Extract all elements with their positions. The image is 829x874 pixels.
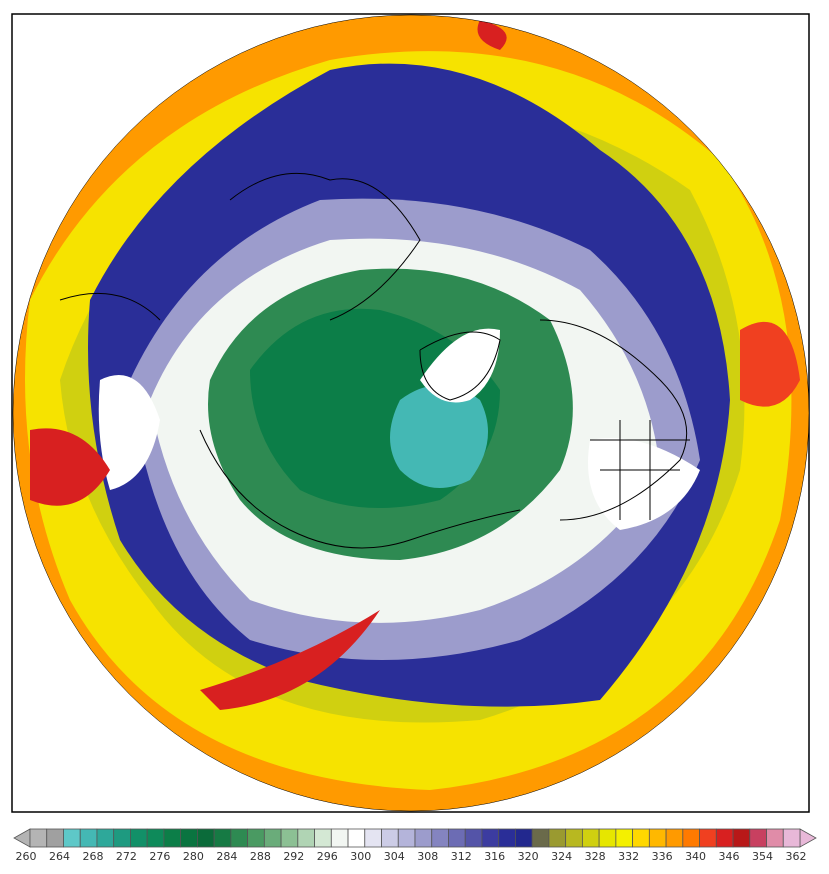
color-swatch — [46, 828, 64, 848]
colorbar-tick-label: 280 — [183, 850, 204, 863]
colorbar-tick-label: 336 — [652, 850, 673, 863]
colorbar-tick-label: 268 — [82, 850, 103, 863]
colorbar-tick-label: 328 — [585, 850, 606, 863]
color-swatch — [665, 828, 684, 848]
colorbar-tick-label: 324 — [551, 850, 572, 863]
color-swatch — [163, 828, 182, 848]
colorbar: 260 264 268 272 276 280 284 288 292 296 300 304 308 3… — [13, 828, 817, 863]
colorbar-tick-label: 316 — [484, 850, 505, 863]
color-swatch — [29, 828, 48, 848]
color-swatch — [615, 828, 634, 848]
colorbar-tick-label: 276 — [149, 850, 170, 863]
color-swatch — [130, 828, 148, 848]
color-swatch — [146, 828, 165, 848]
color-swatch — [682, 828, 700, 848]
color-swatch — [632, 828, 650, 848]
colorbar-tick-label: 312 — [451, 850, 472, 863]
colorbar-tick-label: 300 — [350, 850, 371, 863]
colorbar-tick-label: 308 — [417, 850, 438, 863]
color-swatch — [565, 828, 583, 848]
color-swatch — [314, 828, 332, 848]
colorbar-tick-label: 284 — [216, 850, 237, 863]
colorbar-tick-label: 288 — [250, 850, 271, 863]
color-swatch — [431, 828, 449, 848]
color-swatch — [180, 828, 198, 848]
colorbar-tick-label: 346 — [719, 850, 740, 863]
colorbar-tick-label: 264 — [49, 850, 70, 863]
color-swatch — [448, 828, 466, 848]
color-swatch — [63, 828, 81, 848]
color-swatch — [79, 828, 98, 848]
color-swatch — [230, 828, 249, 848]
color-swatch — [531, 828, 550, 848]
color-swatch — [515, 828, 533, 848]
color-swatch — [247, 828, 265, 848]
colorbar-tick-label: 272 — [116, 850, 137, 863]
color-swatch — [397, 828, 416, 848]
map — [13, 15, 809, 811]
color-swatch — [364, 828, 382, 848]
color-swatch — [297, 828, 315, 848]
color-swatch — [464, 828, 483, 848]
color-swatch — [732, 828, 751, 848]
color-swatch — [213, 828, 232, 848]
colorbar-tick-label: 354 — [752, 850, 773, 863]
color-swatch — [581, 828, 600, 848]
colorbar-arrow-high — [799, 828, 817, 848]
colorbar-arrow-low — [13, 828, 31, 848]
globe-outline — [12, 14, 810, 812]
color-swatch — [96, 828, 115, 848]
colorbar-tick-label: 292 — [283, 850, 304, 863]
colorbar-tick-label: 362 — [786, 850, 807, 863]
color-swatch — [196, 828, 215, 848]
colorbar-tick-label: 332 — [618, 850, 639, 863]
color-swatch — [498, 828, 516, 848]
color-swatch — [699, 828, 717, 848]
color-swatch — [113, 828, 131, 848]
color-swatch — [766, 828, 784, 848]
color-swatch — [749, 828, 767, 848]
colorbar-tick-label: 260 — [16, 850, 37, 863]
color-swatch — [381, 828, 399, 848]
color-swatch — [347, 828, 366, 848]
color-swatch — [414, 828, 433, 848]
color-swatch — [330, 828, 349, 848]
color-swatch — [598, 828, 617, 848]
color-swatch — [715, 828, 734, 848]
color-swatch — [280, 828, 299, 848]
color-swatch — [782, 828, 801, 848]
colorbar-tick-label: 340 — [685, 850, 706, 863]
colorbar-tick-label: 296 — [317, 850, 338, 863]
colorbar-tick-label: 304 — [384, 850, 405, 863]
colorbar-tick-label: 320 — [518, 850, 539, 863]
color-swatch — [263, 828, 282, 848]
coastlines — [59, 172, 690, 549]
color-swatch — [548, 828, 567, 848]
color-swatch — [481, 828, 500, 848]
color-swatch — [648, 828, 667, 848]
